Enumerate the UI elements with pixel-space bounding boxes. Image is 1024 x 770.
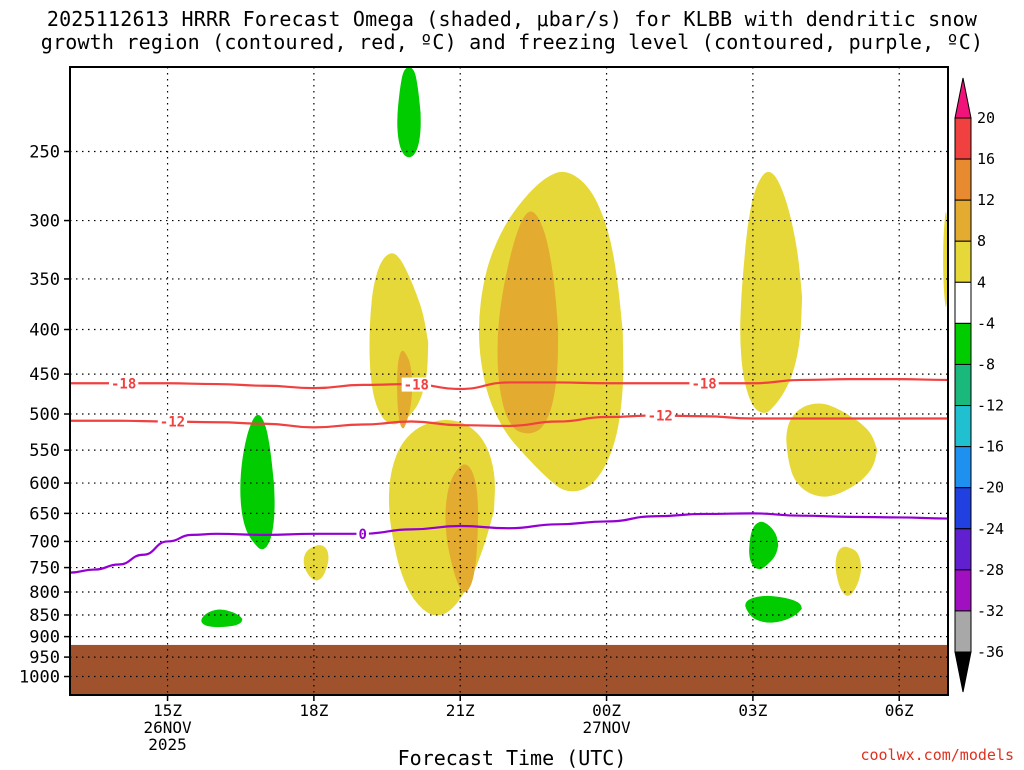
credit-text: coolwx.com/models — [860, 746, 1014, 764]
colorbar-label-9: -20 — [977, 479, 1004, 497]
contour-label-bg — [401, 377, 431, 392]
contour-label: -12 — [648, 409, 673, 425]
contour-label: -18 — [111, 376, 136, 392]
contour-label: 0 — [358, 527, 366, 543]
contour-label: -18 — [404, 378, 429, 394]
contour-label-bg — [157, 414, 188, 429]
omega-region-8 — [786, 403, 878, 497]
colorbar-band-5 — [954, 322, 972, 365]
y-tick-label-400: 400 — [29, 321, 60, 341]
colorbar: 20 16 12 8 4 -4 -8 -12 -16 -20 -24 -28 -32 -36 — [954, 77, 1004, 693]
colorbar-band-7 — [954, 405, 972, 448]
colorbar-label-1: 16 — [977, 150, 995, 168]
chart-title-line2: growth region (contoured, red, ºC) and f… — [40, 30, 984, 54]
contour-0 — [69, 378, 949, 391]
y-tick-label-300: 300 — [29, 212, 60, 232]
terrain-fill — [70, 644, 948, 695]
y-tick-label-850: 850 — [29, 606, 60, 626]
plot-frame — [69, 66, 949, 696]
colorbar-band-1 — [954, 158, 972, 201]
y-tick-label-950: 950 — [29, 648, 60, 668]
omega-region-6 — [497, 211, 559, 434]
colorbar-label-3: 8 — [977, 232, 986, 250]
omega-region-7 — [740, 171, 803, 413]
colorbar-band-10 — [954, 528, 972, 571]
y-tick-label-450: 450 — [29, 365, 60, 385]
x-tick-label-03Z: 03Z — [738, 701, 767, 720]
omega-region-10 — [303, 545, 329, 581]
contour-layer: -18 -18 -18 -12 -12 0 — [69, 376, 949, 574]
colorbar-label-12: -32 — [977, 602, 1004, 620]
colorbar-label-6: -8 — [977, 355, 995, 373]
colorbar-label-0: 20 — [977, 109, 995, 127]
chart-title: 2025112613 HRRR Forecast Omega (shaded, … — [0, 8, 1024, 54]
y-tick-label-1000: 1000 — [19, 668, 60, 688]
y-tick-label-500: 500 — [29, 405, 60, 425]
colorbar-label-13: -36 — [977, 643, 1004, 661]
x-tick-label-00Z: 00Z — [592, 701, 621, 720]
colorbar-label-8: -16 — [977, 438, 1004, 456]
omega-region-11 — [943, 211, 948, 308]
x-axis-label: Forecast Time (UTC) — [397, 746, 627, 770]
contour-2 — [69, 512, 949, 574]
colorbar-band-4 — [954, 281, 972, 324]
axes-layer: 2503003504004505005506006507007508008509… — [19, 66, 949, 754]
y-tick-label-600: 600 — [29, 474, 60, 494]
colorbar-band-12 — [954, 610, 972, 653]
colorbar-label-5: -4 — [977, 314, 995, 332]
contour-label-bg — [689, 376, 719, 391]
y-tick-label-250: 250 — [29, 143, 60, 163]
colorbar-label-4: 4 — [977, 273, 986, 291]
omega-region-14 — [749, 521, 779, 570]
grid-layer — [70, 67, 948, 695]
y-tick-label-700: 700 — [29, 532, 60, 552]
colorbar-label-7: -12 — [977, 397, 1004, 415]
colorbar-band-2 — [954, 199, 972, 242]
x-tick-date: 26NOV — [143, 718, 192, 737]
chart-title-line1: 2025112613 HRRR Forecast Omega (shaded, … — [46, 7, 978, 31]
x-tick-label-21Z: 21Z — [446, 701, 475, 720]
omega-region-9 — [835, 546, 862, 596]
omega-shading-layer — [201, 67, 948, 628]
y-tick-label-750: 750 — [29, 559, 60, 579]
contour-label-bg — [645, 408, 675, 423]
colorbar-label-11: -28 — [977, 561, 1004, 579]
x-tick-date: 27NOV — [582, 718, 631, 737]
contour-1 — [70, 414, 948, 429]
omega-region-3 — [388, 420, 495, 616]
omega-region-15 — [745, 595, 802, 623]
colorbar-band-11 — [954, 569, 972, 612]
y-tick-label-650: 650 — [29, 504, 60, 524]
colorbar-band-8 — [954, 446, 972, 489]
x-tick-label-06Z: 06Z — [885, 701, 914, 720]
y-tick-label-800: 800 — [29, 583, 60, 603]
colorbar-band-0 — [954, 117, 972, 160]
colorbar-label-10: -24 — [977, 520, 1004, 538]
x-tick-label-18Z: 18Z — [299, 701, 328, 720]
y-tick-label-350: 350 — [29, 270, 60, 290]
x-tick-label-15Z: 15Z — [153, 701, 182, 720]
x-tick-year: 2025 — [148, 735, 187, 754]
terrain-layer — [70, 644, 948, 695]
omega-region-13 — [201, 609, 243, 628]
contour-label-bg — [356, 526, 369, 541]
contour-label: -18 — [691, 376, 716, 392]
colorbar-band-3 — [954, 240, 972, 283]
colorbar-top-arrow — [954, 77, 972, 119]
contour-label: -12 — [160, 415, 185, 431]
y-tick-label-550: 550 — [29, 441, 60, 461]
colorbar-band-9 — [954, 487, 972, 530]
omega-region-0 — [397, 67, 421, 158]
colorbar-band-6 — [954, 363, 972, 407]
y-tick-label-900: 900 — [29, 628, 60, 648]
contour-label-bg — [109, 376, 139, 391]
omega-region-12 — [240, 414, 275, 550]
colorbar-bottom-arrow — [954, 651, 972, 693]
colorbar-label-2: 12 — [977, 191, 995, 209]
omega-region-4 — [445, 464, 479, 593]
